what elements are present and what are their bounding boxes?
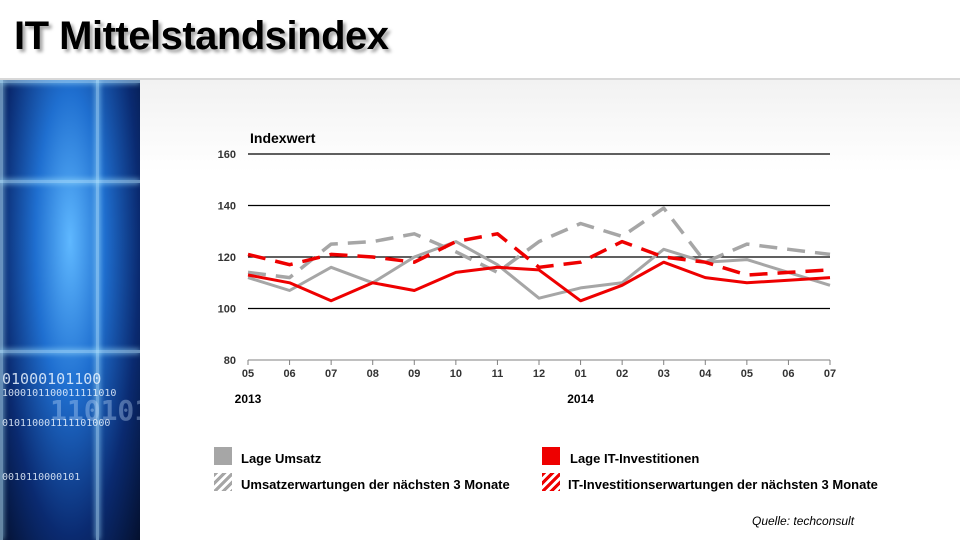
- y-axis-label: Indexwert: [250, 130, 316, 146]
- legend-label: IT-Investitionserwartungen der nächsten …: [568, 477, 878, 492]
- source-note: Quelle: techconsult: [752, 514, 855, 528]
- year-label: 2014: [567, 392, 594, 406]
- x-tick-label: 05: [242, 368, 254, 380]
- legend-label: Lage Umsatz: [241, 451, 322, 466]
- x-tick-label: 07: [325, 368, 337, 380]
- x-tick-label: 07: [824, 368, 836, 380]
- series-line-3: [247, 232, 831, 277]
- x-tick-label: 12: [533, 368, 545, 380]
- y-tick-label: 80: [224, 355, 236, 367]
- x-tick-label: 02: [616, 368, 628, 380]
- y-tick-label: 120: [218, 252, 236, 264]
- binary-text-line: 1000101100011111010: [2, 388, 117, 399]
- x-tick-label: 09: [408, 368, 420, 380]
- series-line-2: [247, 260, 831, 303]
- binary-text-line: 010110001111101000: [2, 418, 111, 429]
- legend-label: Umsatzerwartungen der nächsten 3 Monate: [241, 477, 510, 492]
- legend-label: Lage IT-Investitionen: [570, 451, 700, 466]
- x-tick-label: 04: [699, 368, 712, 380]
- x-tick-label: 11: [492, 368, 504, 380]
- chart-panel: Indexwert 80 100 120 140 160 05 06 07 08 09 10 11 1…: [140, 80, 960, 540]
- legend-swatch-it-investitionserwartungen: [542, 473, 560, 491]
- x-tick-label: 06: [782, 368, 794, 380]
- legend-swatch-umsatzerwartungen: [214, 473, 232, 491]
- binary-text-line: 01000101100: [2, 370, 102, 388]
- x-tick-label: 06: [283, 368, 295, 380]
- x-tick-label: 10: [450, 368, 462, 380]
- x-tick-label: 05: [741, 368, 753, 380]
- page-title: IT Mittelstandsindex: [14, 14, 389, 58]
- series-line-0: [247, 240, 831, 300]
- x-tick-label: 08: [367, 368, 379, 380]
- title-divider: [0, 78, 960, 80]
- binary-text-line: 0010110000101: [2, 472, 81, 483]
- year-label: 2013: [235, 392, 262, 406]
- x-tick-label: 01: [574, 368, 586, 380]
- y-tick-label: 140: [218, 201, 236, 213]
- x-tick-label: 03: [658, 368, 670, 380]
- y-tick-label: 100: [218, 304, 236, 316]
- y-tick-label: 160: [218, 149, 236, 161]
- line-chart: Indexwert 80 100 120 140 160 05 06 07 08 09 10 11 1…: [218, 130, 836, 406]
- legend-swatch-lage-it-investitionen: [542, 447, 560, 465]
- series-line-1: [247, 206, 831, 280]
- legend-swatch-lage-umsatz: [214, 447, 232, 465]
